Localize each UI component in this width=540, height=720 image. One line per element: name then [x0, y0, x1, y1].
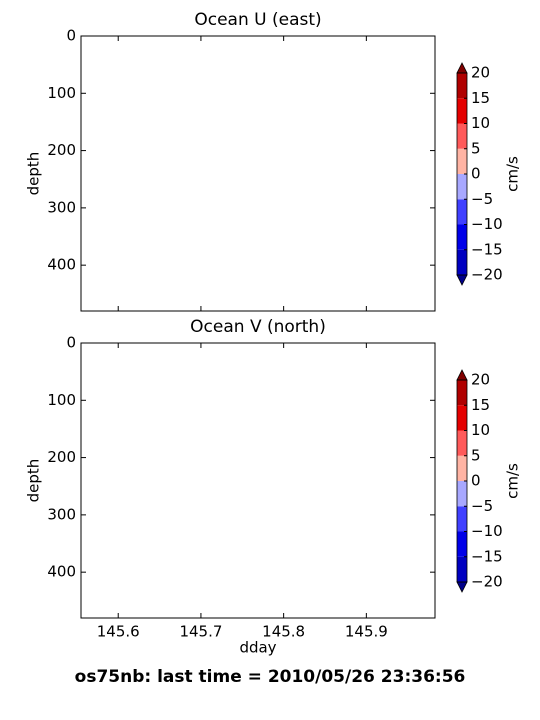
colorbar-label: cm/s	[504, 156, 522, 192]
colorbar-segment	[457, 430, 467, 456]
colorbar-segment	[457, 531, 467, 557]
y-tick-label: 200	[47, 448, 76, 466]
colorbar-segment	[457, 556, 467, 582]
y-axis-label: depth	[25, 459, 43, 503]
y-axis-label: depth	[25, 152, 43, 196]
plot-area	[80, 35, 436, 312]
colorbar-tick-label: −10	[471, 522, 503, 540]
colorbar-segment	[457, 380, 467, 406]
colorbar-segment	[457, 506, 467, 532]
colorbar-tick-label: −10	[471, 215, 503, 233]
y-tick-label: 200	[47, 141, 76, 159]
y-tick-label: 100	[47, 391, 76, 409]
colorbar-tick-label: −5	[471, 190, 493, 208]
y-tick-label: 300	[47, 505, 76, 523]
colorbar-tick-label: −15	[471, 547, 503, 565]
colorbar-tick-label: 5	[471, 139, 481, 157]
colorbar-tick-label: −5	[471, 497, 493, 515]
y-tick-label: 400	[47, 256, 76, 274]
colorbar-segment	[457, 98, 467, 124]
x-tick-label: 145.7	[179, 623, 222, 641]
colorbar-segment	[457, 481, 467, 507]
colorbar-tick-label: 10	[471, 114, 490, 132]
panel-title: Ocean V (north)	[190, 317, 326, 337]
y-tick-label: 0	[66, 334, 76, 352]
colorbar-extend-under	[456, 581, 468, 593]
colorbar-tick-label: −15	[471, 240, 503, 258]
colorbar-segment	[457, 224, 467, 250]
x-tick-label: 145.8	[262, 623, 305, 641]
colorbar-segment	[457, 174, 467, 200]
colorbar-extend-under	[456, 274, 468, 286]
colorbar-extend-over	[456, 369, 468, 381]
colorbar-tick-label: 15	[471, 396, 490, 414]
colorbar-tick-label: 0	[471, 165, 481, 183]
panel-title: Ocean U (east)	[194, 10, 321, 30]
y-tick-label: 0	[66, 27, 76, 45]
y-tick-label: 400	[47, 563, 76, 581]
x-tick-label: 145.9	[345, 623, 388, 641]
colorbar-segment	[457, 123, 467, 149]
plot-area	[80, 342, 436, 619]
colorbar-segment	[457, 249, 467, 275]
colorbar-segment	[457, 73, 467, 99]
footer: os75nb: last time = 2010/05/26 23:36:56	[75, 667, 466, 687]
colorbar-segment	[457, 199, 467, 225]
colorbar-tick-label: 0	[471, 472, 481, 490]
x-tick-label: 145.6	[97, 623, 140, 641]
colorbar-segment	[457, 455, 467, 481]
colorbar-segment	[457, 148, 467, 174]
colorbar-segment	[457, 405, 467, 431]
colorbar-tick-label: 20	[471, 64, 490, 82]
colorbar-tick-label: −20	[471, 573, 503, 591]
y-tick-label: 300	[47, 198, 76, 216]
colorbar-tick-label: 5	[471, 446, 481, 464]
colorbar-extend-over	[456, 62, 468, 74]
colorbar-label: cm/s	[504, 463, 522, 499]
x-axis-label: dday	[239, 639, 276, 657]
colorbar-tick-label: −20	[471, 266, 503, 284]
colorbar-tick-label: 10	[471, 421, 490, 439]
colorbar-tick-label: 15	[471, 89, 490, 107]
y-tick-label: 100	[47, 84, 76, 102]
colorbar-tick-label: 20	[471, 371, 490, 389]
